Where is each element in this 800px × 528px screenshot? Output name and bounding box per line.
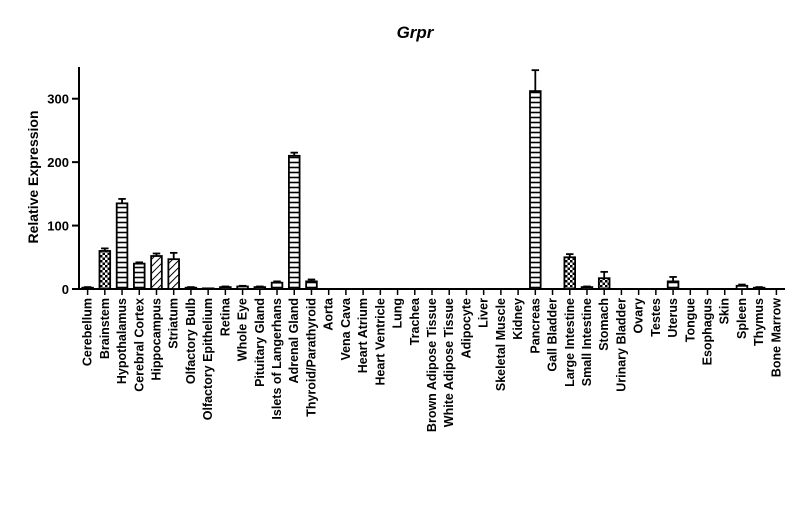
y-tick-label: 100 bbox=[47, 219, 69, 234]
y-tick-label: 200 bbox=[47, 155, 69, 170]
x-tick-label: Whole Eye bbox=[236, 298, 250, 361]
x-tick-label: Thyroid/Parathyroid bbox=[304, 298, 318, 417]
x-tick-label: Aorta bbox=[322, 297, 336, 331]
bar bbox=[563, 256, 576, 290]
bar bbox=[167, 258, 180, 290]
x-tick-label: Uterus bbox=[666, 298, 680, 338]
bar bbox=[253, 286, 267, 290]
bar bbox=[150, 255, 163, 290]
x-tick-label: Brown Adipose Tissue bbox=[425, 298, 439, 432]
error-bars bbox=[83, 69, 763, 288]
x-tick-label: Retina bbox=[218, 297, 232, 336]
x-tick-label: White Adipose Tissue bbox=[442, 298, 456, 427]
bar bbox=[305, 280, 318, 290]
bar bbox=[219, 286, 232, 290]
bar bbox=[597, 277, 611, 290]
bar bbox=[580, 286, 594, 290]
x-tick-label: Hippocampus bbox=[149, 298, 163, 381]
x-tick-label: Olfactory Epithelium bbox=[201, 298, 215, 420]
bar bbox=[666, 280, 680, 290]
axes bbox=[78, 67, 785, 290]
y-ticks: 0 100 200 300 bbox=[47, 92, 79, 297]
bar bbox=[236, 285, 249, 290]
x-tick-label: Trachea bbox=[408, 297, 422, 345]
x-tick-label: Stomach bbox=[597, 298, 611, 351]
x-tick-label: Spleen bbox=[735, 298, 749, 339]
x-ticks: Cerebellum Brainstem Hypothalamus Cerebral … bbox=[81, 289, 783, 432]
bar bbox=[98, 250, 112, 290]
x-tick-label: Testes bbox=[649, 298, 663, 337]
x-tick-label: Cerebellum bbox=[81, 298, 95, 366]
x-tick-label: Skeletal Muscle bbox=[494, 298, 508, 391]
x-tick-label: Thymus bbox=[752, 298, 766, 346]
y-axis-label: Relative Expression bbox=[25, 110, 41, 243]
chart-title: Grpr bbox=[397, 23, 435, 42]
x-tick-label: Pancreas bbox=[528, 298, 542, 354]
x-tick-label: Tongue bbox=[683, 298, 697, 342]
bar bbox=[115, 202, 129, 290]
x-tick-label: Skin bbox=[718, 298, 732, 324]
x-tick-label: Olfactory Bulb bbox=[184, 298, 198, 384]
x-tick-label: Pituitary Gland bbox=[253, 298, 267, 387]
x-tick-label: Vena Cava bbox=[339, 297, 353, 361]
bar bbox=[133, 262, 146, 290]
x-tick-label: Brainstem bbox=[98, 298, 112, 359]
x-tick-label: Hypothalamus bbox=[115, 298, 129, 384]
x-tick-label: Liver bbox=[477, 298, 491, 328]
x-tick-label: Urinary Bladder bbox=[614, 298, 628, 392]
x-tick-label: Islets of Langerhans bbox=[270, 298, 284, 420]
x-tick-label: Ovary bbox=[632, 298, 646, 333]
x-tick-label: Striatum bbox=[167, 298, 181, 349]
x-tick-label: Adrenal Gland bbox=[287, 298, 301, 383]
y-tick-label: 0 bbox=[62, 282, 69, 297]
x-tick-label: Bone Marrow bbox=[769, 298, 783, 377]
x-tick-label: Adipocyte bbox=[459, 298, 473, 358]
x-tick-label: Heart Ventricle bbox=[373, 298, 387, 386]
x-tick-label: Large Intestine bbox=[563, 298, 577, 387]
x-tick-label: Small Intestine bbox=[580, 298, 594, 386]
bar bbox=[529, 90, 542, 290]
bar bbox=[288, 154, 301, 290]
y-tick-label: 300 bbox=[47, 92, 69, 107]
bar bbox=[201, 287, 215, 290]
bar bbox=[735, 284, 749, 290]
x-tick-label: Heart Atrium bbox=[356, 298, 370, 373]
x-tick-label: Cerebral Cortex bbox=[132, 298, 146, 392]
bars bbox=[81, 90, 766, 290]
x-tick-label: Kidney bbox=[511, 298, 525, 340]
x-tick-label: Gall Bladder bbox=[546, 298, 560, 372]
x-tick-label: Lung bbox=[391, 298, 405, 329]
x-tick-label: Esophagus bbox=[701, 298, 715, 365]
bar bbox=[270, 281, 284, 290]
